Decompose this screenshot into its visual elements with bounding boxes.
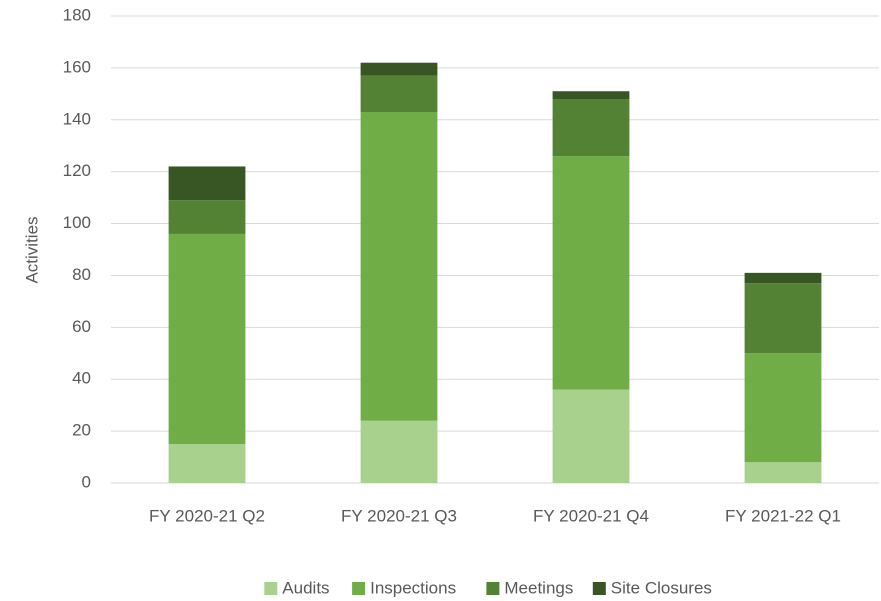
y-tick-label: 160 xyxy=(63,57,91,76)
bar-segment xyxy=(360,75,438,112)
legend-label: Audits xyxy=(282,578,329,597)
x-tick-label: FY 2020-21 Q3 xyxy=(341,506,457,525)
legend-label: Meetings xyxy=(504,578,573,597)
y-axis-label: Activities xyxy=(22,216,41,283)
legend-swatch xyxy=(264,582,278,595)
bar-segment xyxy=(168,444,246,483)
y-tick-label: 120 xyxy=(63,161,91,180)
x-tick-label: FY 2021-22 Q1 xyxy=(725,506,841,525)
bar-segment xyxy=(168,166,246,201)
y-tick-label: 100 xyxy=(63,213,91,232)
bar-segment xyxy=(552,389,630,483)
y-tick-label: 180 xyxy=(63,5,91,24)
bar-segment xyxy=(744,283,822,354)
y-tick-label: 40 xyxy=(72,369,91,388)
legend-swatch xyxy=(592,582,606,595)
y-tick-label: 20 xyxy=(72,421,91,440)
bar-segment xyxy=(552,156,630,390)
y-tick-label: 60 xyxy=(72,317,91,336)
y-tick-label: 0 xyxy=(82,472,91,491)
bar-segment xyxy=(360,62,438,76)
bar-segment xyxy=(168,200,246,234)
bar-segment xyxy=(552,99,630,157)
bar-segment xyxy=(552,91,630,100)
bar-segment xyxy=(744,272,822,284)
legend-label: Site Closures xyxy=(611,578,712,597)
legend-swatch xyxy=(486,582,500,595)
y-tick-label: 140 xyxy=(63,109,91,128)
bar-segment xyxy=(360,111,438,421)
x-tick-label: FY 2020-21 Q2 xyxy=(149,506,265,525)
y-tick-label: 80 xyxy=(72,265,91,284)
bar-segment xyxy=(744,353,822,463)
legend-swatch xyxy=(352,582,366,595)
x-tick-label: FY 2020-21 Q4 xyxy=(533,506,649,525)
legend-label: Inspections xyxy=(370,578,456,597)
bar-segment xyxy=(360,420,438,483)
bar-segment xyxy=(744,462,822,483)
bar-segment xyxy=(168,233,246,445)
